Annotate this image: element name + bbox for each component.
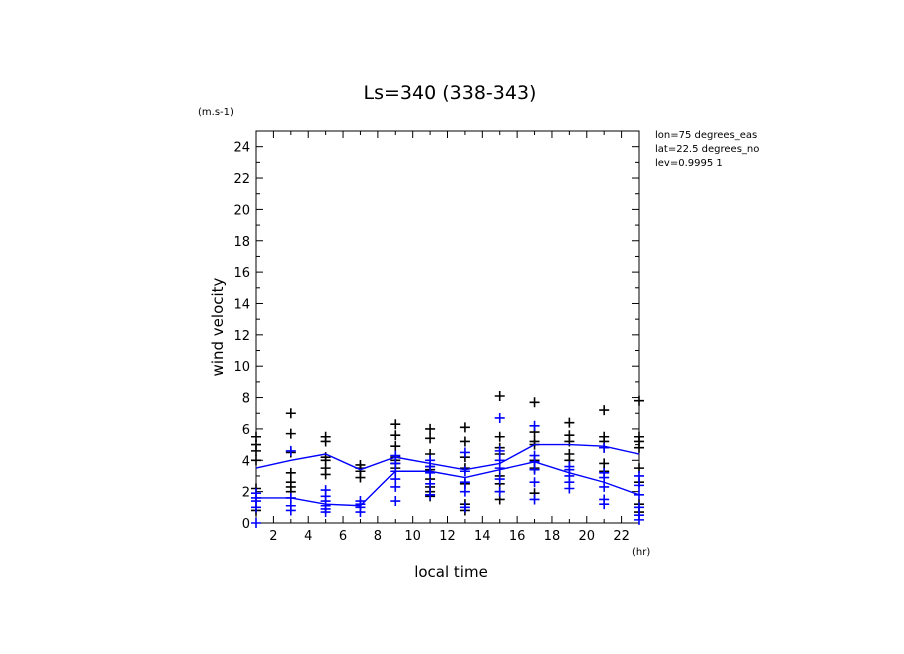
info-longitude: lon=75 degrees_eas — [655, 130, 757, 141]
data-point — [459, 436, 470, 447]
data-point — [285, 445, 296, 456]
data-marks — [251, 390, 644, 528]
y-tick-label: 12 — [233, 329, 250, 344]
data-point — [425, 433, 436, 444]
data-point — [320, 485, 331, 496]
data-point — [599, 494, 610, 505]
y-tick-label: 6 — [242, 423, 250, 438]
data-point — [529, 450, 540, 461]
x-tick-label: 8 — [374, 529, 382, 544]
x-tick-label: 16 — [509, 529, 526, 544]
data-point — [251, 455, 261, 466]
data-point — [529, 477, 540, 488]
series-blue — [251, 412, 644, 528]
data-point — [425, 489, 436, 500]
y-tick-label: 22 — [233, 172, 250, 187]
y-tick-label: 0 — [242, 517, 250, 532]
data-point — [251, 518, 261, 528]
mean-line — [256, 461, 640, 507]
data-point — [494, 390, 505, 401]
data-point — [599, 442, 610, 453]
data-point — [285, 467, 296, 478]
data-point — [599, 458, 610, 469]
data-point — [390, 419, 401, 430]
data-point — [459, 466, 470, 477]
data-point — [494, 455, 505, 466]
x-tick-label: 12 — [439, 529, 456, 544]
x-unit-label: (hr) — [632, 547, 650, 558]
data-point — [529, 494, 540, 505]
x-tick-label: 14 — [474, 529, 491, 544]
data-point — [390, 441, 401, 452]
y-axis-label: wind velocity — [209, 277, 227, 376]
data-point — [634, 480, 644, 491]
data-point — [564, 417, 575, 428]
data-point — [425, 423, 436, 434]
data-point — [390, 430, 401, 441]
data-point — [634, 470, 644, 481]
data-point — [251, 488, 261, 499]
y-tick-label: 14 — [233, 297, 250, 312]
mean-line — [255, 443, 640, 471]
data-point — [494, 431, 505, 442]
data-point — [251, 431, 261, 442]
data-point — [320, 431, 331, 442]
chart-title: Ls=340 (338-343) — [364, 82, 537, 104]
data-point — [564, 461, 575, 472]
x-tick-label: 18 — [544, 529, 561, 544]
x-axis-label: local time — [414, 563, 488, 581]
data-point — [634, 502, 644, 513]
data-point — [634, 395, 644, 406]
x-tick-label: 2 — [269, 529, 277, 544]
x-tick-label: 10 — [404, 529, 421, 544]
y-tick-label: 2 — [242, 486, 250, 501]
data-point — [599, 405, 610, 416]
data-point — [459, 447, 470, 458]
y-tick-label: 10 — [233, 360, 250, 375]
plot-frame — [255, 130, 640, 524]
y-tick-label: 20 — [233, 203, 250, 218]
data-point — [599, 481, 610, 492]
data-point — [494, 474, 505, 485]
data-point — [529, 420, 540, 431]
series-black — [251, 390, 644, 518]
y-unit-label: (m.s-1) — [198, 107, 234, 118]
y-tick-label: 16 — [233, 266, 250, 281]
x-tick-label: 6 — [339, 529, 347, 544]
data-point — [564, 449, 575, 460]
data-point — [599, 467, 610, 478]
data-point — [459, 502, 470, 513]
info-latitude: lat=22.5 degrees_no — [655, 144, 759, 155]
data-point — [494, 445, 505, 456]
y-tick-label: 24 — [233, 141, 250, 156]
data-point — [390, 496, 401, 507]
data-point — [599, 431, 610, 442]
data-point — [564, 430, 575, 441]
data-point — [355, 459, 366, 470]
data-point — [390, 450, 401, 461]
data-point — [425, 478, 436, 489]
data-point — [425, 455, 436, 466]
data-point — [285, 428, 296, 439]
data-point — [494, 486, 505, 497]
data-point — [355, 496, 366, 507]
y-tick-label: 8 — [242, 392, 250, 407]
data-point — [494, 412, 505, 423]
data-point — [285, 477, 296, 488]
data-point — [634, 431, 644, 442]
info-level: lev=0.9995 1 — [655, 158, 723, 169]
x-tick-label: 20 — [578, 529, 595, 544]
x-tick-label: 22 — [613, 529, 630, 544]
data-point — [459, 422, 470, 433]
x-tick-label: 4 — [304, 529, 312, 544]
data-point — [459, 477, 470, 488]
y-tick-label: 18 — [233, 235, 250, 250]
y-tick-label: 4 — [242, 454, 250, 469]
data-point — [285, 408, 296, 419]
data-point — [529, 397, 540, 408]
data-point — [459, 486, 470, 497]
